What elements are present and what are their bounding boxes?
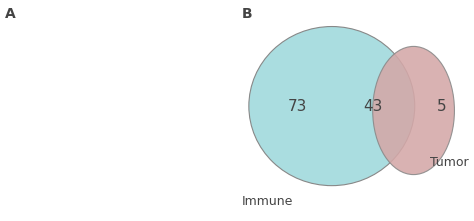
- Ellipse shape: [373, 46, 455, 175]
- Text: Immune: Immune: [242, 195, 293, 208]
- Ellipse shape: [249, 27, 415, 186]
- Text: A: A: [5, 7, 16, 21]
- Text: 43: 43: [364, 99, 383, 114]
- Text: 73: 73: [288, 99, 307, 114]
- Text: B: B: [242, 7, 252, 21]
- Text: Tumor: Tumor: [430, 156, 468, 169]
- Text: 5: 5: [437, 99, 447, 114]
